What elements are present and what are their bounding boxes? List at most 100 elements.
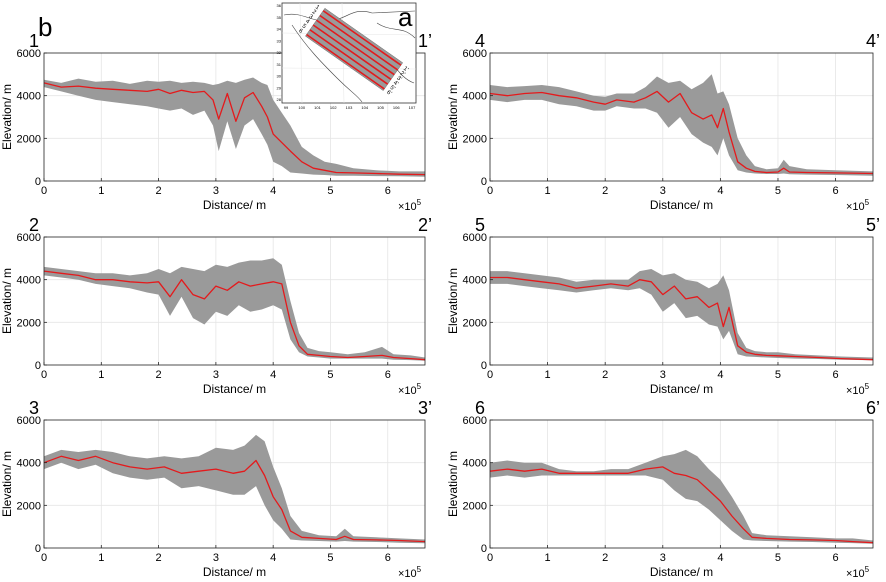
inset-lat-label: 29 xyxy=(277,85,282,90)
inset-boundary-line xyxy=(376,22,416,39)
x-tick-label: 2 xyxy=(156,369,162,381)
x-tick-label: 6 xyxy=(833,185,839,197)
inset-lon-label: 106 xyxy=(393,105,400,110)
inset-profile-band: 1 1’ 2 2’ 3 3’ 4 4’ 5 5’ 6 6’ xyxy=(297,4,409,98)
y-tick-label: 0 xyxy=(35,360,41,372)
x-axis-exponent-power: 5 xyxy=(865,198,870,207)
x-axis-title: Distance/ m xyxy=(650,382,713,396)
mean-elevation-line xyxy=(43,82,426,176)
mean-elevation-line xyxy=(489,90,874,175)
profile-start-label: 4 xyxy=(475,31,485,51)
x-axis-exponent: ×105 xyxy=(846,565,870,580)
x-tick-label: 3 xyxy=(213,552,219,564)
x-tick-label: 1 xyxy=(545,185,551,197)
x-tick-label: 2 xyxy=(602,369,608,381)
x-tick-label: 2 xyxy=(602,185,608,197)
x-tick-label: 5 xyxy=(327,369,333,381)
inset-profile-start-label: 3 xyxy=(307,14,314,21)
inset-lat-label: 30 xyxy=(277,74,282,79)
x-tick-label: 5 xyxy=(327,552,333,564)
profile-end-label: 6’ xyxy=(866,398,880,418)
profile-end-label: 2’ xyxy=(418,215,432,235)
inset-profile-end-label: 6’ xyxy=(385,90,392,98)
profile-end-label: 3’ xyxy=(418,398,432,418)
x-tick-label: 4 xyxy=(270,369,276,381)
y-axis-title: Elevation/ m xyxy=(0,268,14,334)
profile-end-label: 4’ xyxy=(866,31,880,51)
y-tick-label: 4000 xyxy=(17,458,41,470)
x-tick-label: 6 xyxy=(833,369,839,381)
y-tick-label: 6000 xyxy=(17,232,41,244)
y-tick-label: 2000 xyxy=(463,133,487,145)
inset-profile-line xyxy=(319,14,399,71)
y-axis-title: Elevation/ m xyxy=(446,84,460,150)
profile-start-label: 6 xyxy=(475,398,485,418)
x-tick-label: 1 xyxy=(98,185,104,197)
x-tick-label: 5 xyxy=(775,369,781,381)
inset-profile-line xyxy=(309,29,389,85)
y-tick-label: 6000 xyxy=(463,415,487,427)
inset-profile-end-label: 2’ xyxy=(399,71,406,79)
x-tick-label: 0 xyxy=(487,552,493,564)
inset-profile-start-label: 4 xyxy=(304,19,311,26)
x-axis-exponent: ×105 xyxy=(398,565,422,580)
inset-profile-end-label: 5’ xyxy=(389,85,396,93)
inset-lon-label: 101 xyxy=(314,105,321,110)
inset-profile-start-label: 2 xyxy=(311,9,318,16)
mean-elevation-line xyxy=(489,466,874,544)
x-axis-exponent: ×105 xyxy=(846,382,870,397)
profile-start-label: 2 xyxy=(29,215,39,235)
x-axis-title: Distance/ m xyxy=(203,382,266,396)
inset-lon-label: 104 xyxy=(361,105,368,110)
inset-lat-label: 31 xyxy=(277,62,282,67)
axes-box xyxy=(43,419,426,549)
chart-p2: 0 1 2 3 4 5 6 0 2000 4000 6000 Distance/ m Elevation… xyxy=(0,215,432,397)
y-tick-label: 4000 xyxy=(17,275,41,287)
x-axis-title: Distance/ m xyxy=(203,565,266,579)
axes-box xyxy=(489,52,874,182)
x-tick-label: 1 xyxy=(98,369,104,381)
inset-profile-line xyxy=(316,19,395,76)
inset-profile-line xyxy=(322,10,402,66)
inset-profile-start-label: 6 xyxy=(297,28,304,35)
inset-lon-label: 100 xyxy=(298,105,305,110)
x-tick-label: 6 xyxy=(833,552,839,564)
x-tick-label: 0 xyxy=(487,185,493,197)
inset-lon-label: 102 xyxy=(330,105,337,110)
y-tick-label: 2000 xyxy=(17,317,41,329)
x-tick-label: 3 xyxy=(660,552,666,564)
inset-lat-label: 28 xyxy=(277,97,282,102)
inset-lat-label: 36 xyxy=(277,3,282,8)
x-tick-label: 0 xyxy=(41,369,47,381)
inset-lat-label: 33 xyxy=(277,38,282,43)
inset-profile-start-label: 1 xyxy=(314,4,321,11)
inset-profile-end-label: 3’ xyxy=(395,75,402,83)
axes-box xyxy=(489,236,874,366)
y-tick-label: 6000 xyxy=(463,48,487,60)
inset-profile-end-label: 4’ xyxy=(392,80,399,88)
elevation-range-band xyxy=(44,434,425,544)
y-tick-label: 2000 xyxy=(17,500,41,512)
y-tick-label: 2000 xyxy=(463,317,487,329)
y-tick-label: 6000 xyxy=(463,232,487,244)
y-tick-label: 0 xyxy=(35,543,41,555)
elevation-range-band xyxy=(44,77,425,177)
y-tick-label: 4000 xyxy=(463,458,487,470)
inset-profile-start-label: 5 xyxy=(301,23,308,30)
x-tick-label: 1 xyxy=(545,369,551,381)
profile-start-label: 3 xyxy=(29,398,39,418)
y-tick-label: 2000 xyxy=(463,500,487,512)
x-axis-title: Distance/ m xyxy=(650,198,713,212)
figure-label-a: a xyxy=(398,2,413,32)
chart-p6: 0 1 2 3 4 5 6 0 2000 4000 6000 Distance/ m Elevation… xyxy=(446,398,880,580)
x-tick-label: 0 xyxy=(41,552,47,564)
inset-profile-line xyxy=(312,24,392,81)
x-axis-exponent-power: 5 xyxy=(417,565,422,574)
x-tick-label: 4 xyxy=(717,552,723,564)
x-tick-label: 1 xyxy=(545,552,551,564)
x-tick-label: 6 xyxy=(385,185,391,197)
x-axis-exponent: ×105 xyxy=(398,198,422,213)
chart-p4: 0 1 2 3 4 5 6 0 2000 4000 6000 Distance/ m Elevation… xyxy=(446,31,880,213)
inset-lon-label: 103 xyxy=(346,105,353,110)
